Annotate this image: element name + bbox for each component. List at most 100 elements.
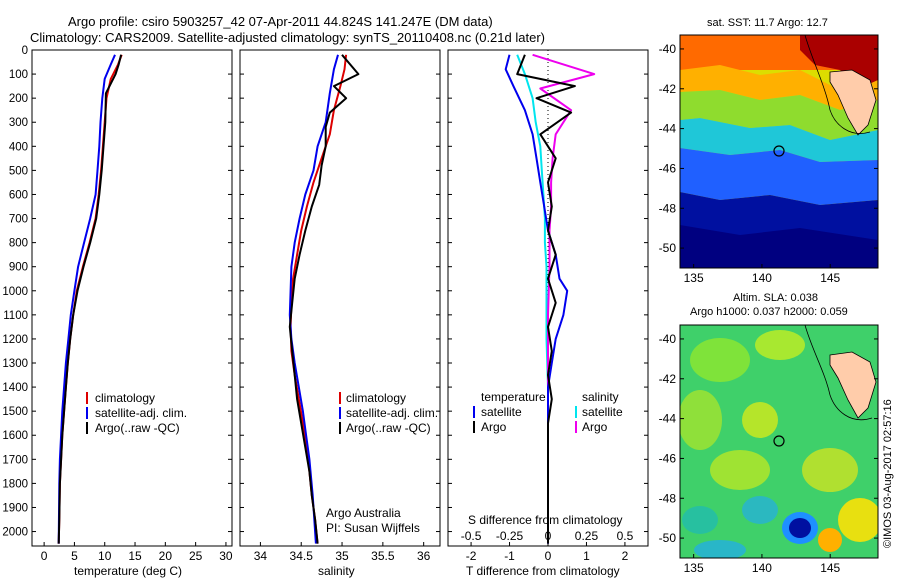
legend-t-satellite: satellite bbox=[481, 405, 522, 419]
depth-tick-label: 1700 bbox=[2, 454, 28, 466]
sst-map-lon-label: 145 bbox=[820, 271, 840, 285]
depth-tick-label: 1600 bbox=[2, 430, 28, 442]
salinity-legend-labels: climatology satellite-adj. clim. Argo(..… bbox=[346, 391, 438, 436]
depth-tick-label: 0 bbox=[22, 45, 28, 57]
temperature-satellite-line bbox=[57, 54, 116, 544]
legend-s-satellite: satellite bbox=[582, 405, 623, 419]
depth-tick-label: 300 bbox=[9, 117, 28, 129]
legend-climatology: climatology bbox=[95, 391, 156, 405]
salinity-panel-frame bbox=[239, 49, 441, 547]
depth-tick-label: 1200 bbox=[2, 334, 28, 346]
depth-tick-label: 100 bbox=[9, 69, 28, 81]
depth-tick-label: 1900 bbox=[2, 502, 28, 514]
depth-tick-label: 600 bbox=[9, 189, 28, 201]
sla-map-frame bbox=[679, 324, 879, 559]
depth-tick-label: 1100 bbox=[3, 310, 28, 322]
t-diff-tick-label: 1 bbox=[583, 549, 590, 563]
depth-tick-label: 500 bbox=[9, 165, 28, 177]
sla-map-lat-label: -48 bbox=[659, 491, 677, 505]
depth-tick-label: 1300 bbox=[2, 358, 28, 370]
temperature-tick-label: 0 bbox=[41, 549, 48, 563]
legend-salinity-labels: satellite Argo bbox=[582, 405, 623, 435]
sla-map bbox=[680, 325, 878, 558]
temperature-tick-label: 30 bbox=[219, 549, 233, 563]
sst-map bbox=[680, 35, 878, 268]
depth-tick-label: 200 bbox=[9, 93, 28, 105]
t-diff-tick-label: -1 bbox=[504, 549, 515, 563]
sst-map-lon-label: 140 bbox=[752, 271, 772, 285]
salinity-tick-label: 36 bbox=[417, 549, 431, 563]
sla-map-lat-label: -42 bbox=[659, 372, 677, 386]
sst-map-frame bbox=[679, 34, 879, 269]
sla-map-lat-label: -46 bbox=[659, 451, 677, 465]
sst-map-lat-label: -50 bbox=[659, 241, 677, 255]
attribution-pi: PI: Susan Wijffels bbox=[326, 521, 420, 535]
sst-map-lat-label: -42 bbox=[659, 82, 677, 96]
temperature-climatology-line bbox=[57, 54, 123, 544]
depth-tick-label: 800 bbox=[9, 238, 28, 250]
legend-salinity-title: salinity bbox=[582, 390, 619, 404]
sst-map-title: sat. SST: 11.7 Argo: 12.7 bbox=[707, 17, 828, 29]
sst-map-lat-label: -44 bbox=[659, 122, 677, 136]
depth-tick-label: 900 bbox=[9, 262, 28, 274]
sla-map-lat-label: -50 bbox=[659, 531, 677, 545]
salinity-argo-line bbox=[288, 54, 360, 544]
salinity-climatology-line bbox=[289, 54, 348, 544]
sla-map-lat-label: -40 bbox=[659, 332, 677, 346]
temperature-panel-frame bbox=[31, 49, 233, 547]
depth-tick-label: 400 bbox=[9, 141, 28, 153]
legend-argo: Argo(..raw -QC) bbox=[95, 421, 180, 435]
depth-tick-label: 2000 bbox=[2, 527, 28, 539]
sst-map-lat-label: -48 bbox=[659, 201, 677, 215]
imos-credit: ©IMOS 03-Aug-2017 02:57:16 bbox=[882, 399, 894, 548]
header-line-2: Climatology: CARS2009. Satellite-adjuste… bbox=[30, 30, 545, 45]
s-diff-tick-label: 0.5 bbox=[617, 529, 634, 543]
sla-map-lon-label: 145 bbox=[820, 561, 840, 575]
s-diff-tick-label: 0.25 bbox=[575, 529, 599, 543]
temperature-tick-label: 20 bbox=[159, 549, 173, 563]
temperature-tick-label: 5 bbox=[71, 549, 78, 563]
s-diff-tick-label: -0.5 bbox=[461, 529, 482, 543]
axes-layer: 0100200300400500600700800900100011001200… bbox=[2, 42, 878, 575]
temperature-tick-label: 15 bbox=[128, 549, 142, 563]
temperature-tick-label: 25 bbox=[189, 549, 203, 563]
sla-map-lon-label: 140 bbox=[752, 561, 772, 575]
attribution-argo-australia: Argo Australia bbox=[326, 506, 401, 520]
sst-map-lon-label: 135 bbox=[684, 271, 704, 285]
depth-tick-label: 1400 bbox=[2, 382, 28, 394]
depth-tick-label: 700 bbox=[9, 214, 28, 226]
legend-climatology: climatology bbox=[346, 391, 407, 405]
salinity-tick-label: 34 bbox=[254, 549, 268, 563]
legend-s-argo: Argo bbox=[582, 420, 608, 434]
legend-satellite: satellite-adj. clim. bbox=[346, 406, 439, 420]
sst-map-lat-label: -46 bbox=[659, 161, 677, 175]
t-diff-tick-label: 2 bbox=[622, 549, 629, 563]
temperature-xlabel: temperature (deg C) bbox=[74, 564, 183, 578]
sla-map-title-1: Altim. SLA: 0.038 bbox=[733, 292, 818, 304]
curves-layer bbox=[57, 53, 596, 544]
s-difference-label: S difference from climatology bbox=[468, 513, 623, 527]
legend-argo: Argo(..raw -QC) bbox=[346, 421, 431, 435]
legend-satellite: satellite-adj. clim. bbox=[95, 406, 188, 420]
sla-map-lon-label: 135 bbox=[684, 561, 704, 575]
salinity-satellite-line bbox=[288, 54, 339, 544]
salinity-satellite-diff-line bbox=[516, 54, 549, 544]
salinity-tick-label: 34.5 bbox=[290, 549, 314, 563]
salinity-xlabel: salinity bbox=[318, 564, 355, 578]
sla-map-lat-label: -44 bbox=[659, 412, 677, 426]
t-diff-tick-label: 0 bbox=[545, 549, 552, 563]
temperature-tick-label: 10 bbox=[98, 549, 112, 563]
t-diff-tick-label: -2 bbox=[466, 549, 477, 563]
legend-t-argo: Argo bbox=[481, 420, 507, 434]
difference-legend bbox=[473, 406, 577, 433]
temperature-legend-labels: climatology satellite-adj. clim. Argo(..… bbox=[95, 391, 187, 436]
t-difference-xlabel: T difference from climatology bbox=[466, 564, 620, 578]
depth-tick-label: 1000 bbox=[2, 286, 28, 298]
sla-map-title-2: Argo h1000: 0.037 h2000: 0.059 bbox=[690, 306, 848, 318]
salinity-tick-label: 35 bbox=[335, 549, 349, 563]
depth-tick-label: 1800 bbox=[2, 478, 28, 490]
header-line-1: Argo profile: csiro 5903257_42 07-Apr-20… bbox=[68, 14, 493, 29]
depth-tick-label: 1500 bbox=[2, 406, 28, 418]
temperature-argo-diff-line bbox=[516, 54, 576, 544]
